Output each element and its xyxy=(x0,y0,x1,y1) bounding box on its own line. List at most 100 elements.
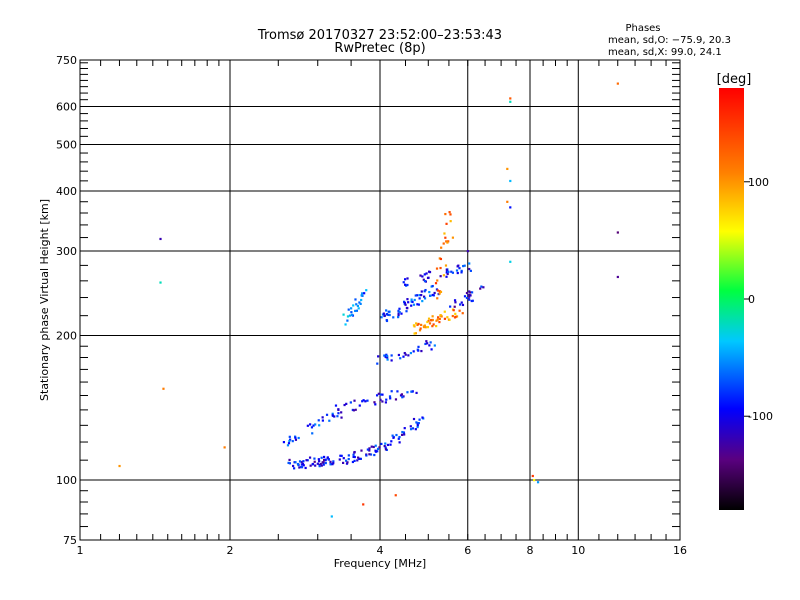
data-point xyxy=(347,308,350,311)
data-point xyxy=(428,344,431,347)
data-point xyxy=(442,242,445,245)
data-point xyxy=(347,457,350,461)
data-point xyxy=(385,313,389,316)
data-point xyxy=(340,411,343,414)
colorbar-tick-label: -100 xyxy=(748,410,773,423)
data-point xyxy=(427,319,430,323)
x-tick-labels: 1 2 4 6 8 10 16 xyxy=(77,544,688,557)
data-point xyxy=(412,350,415,353)
data-point xyxy=(403,300,406,303)
data-point xyxy=(352,455,355,458)
data-point xyxy=(309,423,312,426)
data-point xyxy=(439,266,442,270)
data-point xyxy=(423,279,427,283)
x-tick-label: 2 xyxy=(227,544,234,557)
data-point xyxy=(314,423,317,426)
data-point xyxy=(388,395,392,398)
data-point xyxy=(404,278,407,281)
data-point xyxy=(402,395,405,398)
data-point xyxy=(391,434,394,437)
data-point xyxy=(322,463,325,466)
data-point xyxy=(296,462,300,466)
data-point xyxy=(388,313,391,317)
data-point xyxy=(344,323,347,326)
data-point xyxy=(459,303,462,306)
data-point xyxy=(427,276,430,279)
data-point xyxy=(342,461,345,464)
data-point xyxy=(310,426,314,429)
data-point xyxy=(465,291,469,295)
data-point xyxy=(292,464,295,468)
data-point xyxy=(338,458,341,461)
data-point xyxy=(346,319,349,322)
data-point xyxy=(384,442,387,445)
data-point xyxy=(450,270,453,273)
data-point xyxy=(334,404,338,407)
data-point xyxy=(336,415,339,418)
data-point xyxy=(327,458,330,461)
data-point xyxy=(314,464,317,467)
data-point xyxy=(350,307,353,310)
data-point xyxy=(400,433,404,436)
data-point xyxy=(418,294,421,297)
data-point xyxy=(429,319,433,322)
data-point xyxy=(431,284,434,288)
data-point xyxy=(383,314,386,317)
data-point xyxy=(340,416,343,419)
data-point xyxy=(358,457,361,460)
data-point xyxy=(354,309,357,313)
data-point xyxy=(442,274,445,277)
data-point xyxy=(461,312,464,315)
data-point xyxy=(438,292,441,295)
data-point xyxy=(397,314,400,317)
phase-stats-x: mean, sd,X: 99.0, 24.1 xyxy=(608,47,722,58)
data-point xyxy=(300,461,303,464)
data-point xyxy=(326,456,329,459)
data-point xyxy=(223,446,226,449)
data-point xyxy=(469,269,472,272)
data-point xyxy=(402,431,406,434)
data-point xyxy=(387,313,390,316)
data-point xyxy=(365,289,368,292)
data-point xyxy=(410,304,413,307)
data-point xyxy=(349,401,352,404)
data-point xyxy=(354,408,357,411)
data-point xyxy=(417,303,421,306)
data-point xyxy=(287,461,290,465)
data-point xyxy=(414,428,417,431)
data-point xyxy=(453,305,456,308)
data-point xyxy=(435,324,438,328)
data-point xyxy=(434,282,438,285)
data-point xyxy=(445,275,448,278)
data-point xyxy=(418,329,422,332)
data-point xyxy=(376,450,379,453)
data-point xyxy=(298,460,302,463)
colorbar-ticks: 100 0 -100 xyxy=(744,176,773,423)
y-tick-label: 500 xyxy=(56,139,77,152)
data-point xyxy=(397,437,400,440)
data-point xyxy=(468,262,471,265)
data-point xyxy=(420,293,423,297)
data-point xyxy=(460,271,463,274)
data-point xyxy=(531,474,534,478)
data-point xyxy=(118,464,121,468)
data-point xyxy=(298,466,301,469)
data-point xyxy=(337,412,340,415)
data-point xyxy=(440,315,443,318)
data-point xyxy=(463,264,466,267)
data-point xyxy=(385,309,388,312)
data-point xyxy=(415,391,418,395)
data-point xyxy=(302,460,305,463)
y-tick-label: 400 xyxy=(56,185,77,198)
data-point xyxy=(438,290,441,293)
data-point xyxy=(471,299,474,302)
data-points xyxy=(118,82,619,518)
data-point xyxy=(288,458,291,462)
data-point xyxy=(360,449,363,452)
data-point xyxy=(439,275,442,278)
data-point xyxy=(361,292,364,295)
data-point xyxy=(416,425,419,429)
data-point xyxy=(294,438,298,441)
data-point xyxy=(509,206,512,209)
data-point xyxy=(444,264,448,267)
